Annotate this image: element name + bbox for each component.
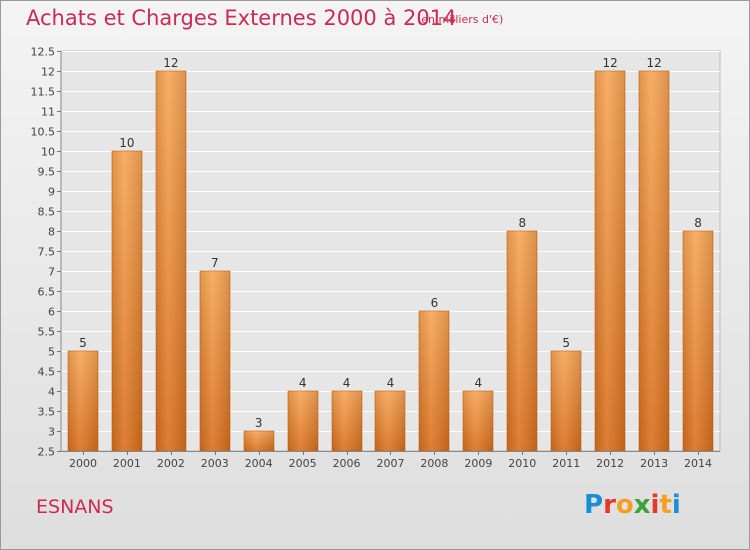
bar-value-label: 4 <box>343 376 351 390</box>
y-tick-label: 5.5 <box>38 326 56 339</box>
logo-letter: r <box>603 490 616 520</box>
x-tick-label: 2014 <box>684 457 712 470</box>
y-axis: 2.5 3 3.5 4 4.5 5 5.5 6 6.5 7 7.5 8 8.5 9 9.5 10 10.5 11 1… <box>31 46 62 459</box>
x-tick-label: 2002 <box>157 457 185 470</box>
bar-shade <box>244 431 274 451</box>
bars: 5 10 12 7 3 4 4 4 6 4 8 5 12 12 8 <box>67 56 714 452</box>
x-tick-label: 2010 <box>508 457 536 470</box>
x-tick-label: 2003 <box>201 457 229 470</box>
logo-letter: i <box>671 490 681 520</box>
city-name: ESNANS <box>36 496 114 518</box>
logo-letter: x <box>633 490 651 520</box>
x-axis: 2000 2001 2002 2003 2004 2005 2006 2007 2008 2009… <box>61 451 720 470</box>
x-tick-label: 2001 <box>113 457 141 470</box>
chart-title: Achats et Charges Externes 2000 à 2014 <box>26 6 457 30</box>
bar-shade <box>375 391 405 451</box>
bar-value-label: 5 <box>562 336 570 350</box>
y-tick-label: 4.5 <box>38 366 56 379</box>
bar-value-label: 5 <box>79 336 87 350</box>
y-tick-label: 12 <box>41 66 55 79</box>
bar-shade <box>200 271 230 451</box>
x-tick-label: 2013 <box>640 457 668 470</box>
bar-shade <box>332 391 362 451</box>
y-tick-label: 10.5 <box>31 126 56 139</box>
bar-value-label: 12 <box>646 56 661 70</box>
bar-value-label: 8 <box>694 216 702 230</box>
bar-value-label: 7 <box>211 256 219 270</box>
proxiti-logo: Proxiti <box>584 490 681 520</box>
x-tick-label: 2005 <box>289 457 317 470</box>
bar-shade <box>288 391 318 451</box>
y-tick-label: 7 <box>48 266 55 279</box>
bar-shade <box>419 311 449 451</box>
y-tick-label: 10 <box>41 146 55 159</box>
bar-value-label: 6 <box>431 296 439 310</box>
y-tick-label: 3 <box>48 426 55 439</box>
y-tick-label: 6 <box>48 306 55 319</box>
bar-value-label: 12 <box>163 56 178 70</box>
y-tick-label: 6.5 <box>38 286 56 299</box>
y-tick-label: 7.5 <box>38 246 56 259</box>
bar-value-label: 8 <box>518 216 526 230</box>
bar-value-label: 4 <box>299 376 307 390</box>
bar-shade <box>639 71 669 451</box>
bar-value-label: 4 <box>387 376 395 390</box>
bar-shade <box>507 231 537 451</box>
x-tick-label: 2012 <box>596 457 624 470</box>
y-tick-label: 8 <box>48 226 55 239</box>
y-tick-label: 11 <box>41 106 55 119</box>
x-tick-label: 2011 <box>552 457 580 470</box>
y-tick-label: 9 <box>48 186 55 199</box>
y-tick-label: 11.5 <box>31 86 56 99</box>
bar-shade <box>463 391 493 451</box>
logo-letter: t <box>659 490 672 520</box>
bar-shade <box>551 351 581 451</box>
y-tick-label: 8.5 <box>38 206 56 219</box>
bar-shade <box>156 71 186 451</box>
bar-value-label: 4 <box>475 376 483 390</box>
y-tick-label: 9.5 <box>38 166 56 179</box>
logo-letter: i <box>650 490 660 520</box>
bar-value-label: 10 <box>119 136 134 150</box>
bar-value-label: 3 <box>255 416 263 430</box>
logo-letter: o <box>615 490 634 520</box>
y-tick-label: 4 <box>48 386 55 399</box>
x-tick-label: 2008 <box>420 457 448 470</box>
bar-value-label: 12 <box>603 56 618 70</box>
x-tick-label: 2004 <box>245 457 273 470</box>
x-tick-label: 2009 <box>464 457 492 470</box>
bar-shade <box>683 231 713 451</box>
logo-letter: P <box>584 490 604 520</box>
bar-shade <box>112 151 142 451</box>
y-tick-label: 12.5 <box>31 46 56 59</box>
x-tick-label: 2006 <box>333 457 361 470</box>
bar-shade <box>595 71 625 451</box>
x-tick-label: 2000 <box>69 457 97 470</box>
y-tick-label: 3.5 <box>38 406 56 419</box>
y-tick-label: 5 <box>48 346 55 359</box>
x-tick-label: 2007 <box>377 457 405 470</box>
y-tick-label: 2.5 <box>38 446 56 459</box>
bar-shade <box>68 351 98 451</box>
chart-unit: (en milliers d'€) <box>417 13 504 26</box>
